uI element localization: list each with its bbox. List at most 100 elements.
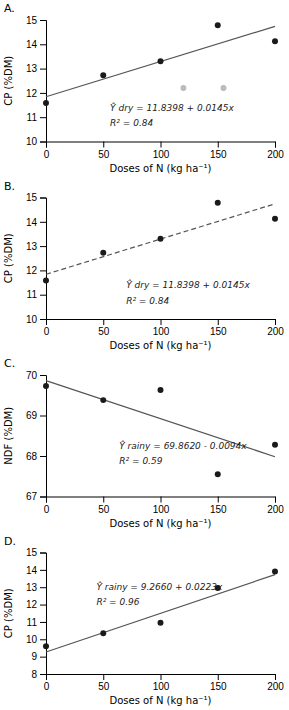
tick: 14 <box>26 565 46 576</box>
tick-mark <box>161 142 162 148</box>
tick-label: 14 <box>26 565 38 576</box>
point <box>158 620 164 626</box>
tick-label: 13 <box>26 241 38 252</box>
tick: 11 <box>27 112 46 123</box>
tick-label: 12 <box>26 88 38 99</box>
point <box>272 442 278 448</box>
point <box>43 278 49 284</box>
tick: 14 <box>26 217 46 228</box>
tick-mark <box>40 553 46 554</box>
point <box>220 85 226 91</box>
tick-mark <box>161 674 162 680</box>
tick: 100 <box>153 142 170 160</box>
tick-label: 200 <box>267 504 284 515</box>
y-axis-title: NDF (%DM) <box>3 407 14 465</box>
panel: 050100150200101112131415Ŷ dry = 11.8398 … <box>3 2 284 174</box>
tick-label: 50 <box>98 149 110 160</box>
x-axis-title: Doses of N (kg ha⁻¹) <box>110 695 212 706</box>
tick-mark <box>275 319 276 325</box>
tick: 68 <box>26 451 46 462</box>
fit-line <box>46 575 275 652</box>
plot-area <box>43 200 278 284</box>
x-axis: 050100150200 <box>44 142 285 160</box>
y-axis-title: CP (%DM) <box>3 588 14 638</box>
point <box>100 250 106 256</box>
point <box>215 471 221 477</box>
tick: 9 <box>31 651 46 662</box>
tick-label: 14 <box>26 39 38 50</box>
annotation: R² = 0.96 <box>96 597 139 607</box>
tick: 200 <box>267 142 284 160</box>
tick-label: 9 <box>31 651 37 662</box>
tick-mark <box>40 456 46 457</box>
panel: 050100150200101112131415Ŷ dry = 11.8398 … <box>3 180 284 352</box>
tick: 12 <box>26 265 46 276</box>
x-axis: 0 50 100 150 200 <box>44 674 285 692</box>
tick: 200 <box>267 674 284 692</box>
tick-label: 50 <box>98 681 110 692</box>
annotation: R² = 0.59 <box>119 456 162 466</box>
tick-label: 0 <box>44 681 50 692</box>
y-axis-title: CP (%DM) <box>3 56 14 106</box>
tick: 15 <box>26 15 46 26</box>
tick-mark <box>40 222 46 223</box>
tick-mark <box>40 246 46 247</box>
tick-mark <box>275 674 276 680</box>
tick: 200 <box>267 319 284 337</box>
annotation: R² = 0.84 <box>126 296 169 306</box>
fit-line <box>46 26 275 96</box>
tick-label: 15 <box>26 547 38 558</box>
tick-mark <box>161 319 162 325</box>
tick-label: 200 <box>267 149 284 160</box>
tick: 0 <box>44 319 50 337</box>
y-axis: 67 68 69 70 <box>26 370 47 503</box>
tick-mark <box>161 497 162 503</box>
tick: 70 <box>26 370 46 381</box>
point <box>272 38 278 44</box>
x-axis-title: Doses of N (kg ha⁻¹) <box>110 163 212 174</box>
point <box>158 58 164 64</box>
axis-line <box>40 376 47 498</box>
tick: 50 <box>98 674 110 692</box>
tick: 10 <box>26 314 46 325</box>
tick-label: 100 <box>153 681 170 692</box>
tick-mark <box>40 622 46 623</box>
point <box>43 100 49 106</box>
tick: 12 <box>26 88 46 99</box>
tick-mark <box>40 587 46 588</box>
tick: 150 <box>210 142 227 160</box>
plot-area <box>43 381 278 478</box>
tick-label: 150 <box>210 681 227 692</box>
tick: 150 <box>210 674 227 692</box>
y-axis-title: CP (%DM) <box>3 233 14 283</box>
tick: 67 <box>26 491 46 502</box>
tick-label: 12 <box>26 599 38 610</box>
tick-label: 8 <box>31 669 37 680</box>
axis-line <box>40 198 47 320</box>
tick-mark <box>218 142 219 148</box>
tick: 50 <box>98 142 110 160</box>
tick: 100 <box>153 497 170 515</box>
tick: 100 <box>153 319 170 337</box>
panel: 05010015020089101112131415Ŷ rainy = 9.26… <box>3 535 284 707</box>
tick-label: 11 <box>27 617 38 628</box>
fit-line <box>46 381 275 457</box>
tick-label: 13 <box>26 582 38 593</box>
axis-line <box>47 675 276 681</box>
tick-mark <box>40 44 46 45</box>
tick-mark <box>275 142 276 148</box>
tick-mark <box>275 497 276 503</box>
point <box>43 643 49 649</box>
axis-line <box>47 320 276 326</box>
axis-line <box>47 497 276 503</box>
tick-label: 11 <box>27 112 38 123</box>
point <box>272 569 278 575</box>
tick: 150 <box>210 319 227 337</box>
tick-label: 68 <box>26 451 38 462</box>
tick-mark <box>40 375 46 376</box>
y-axis: 101112131415 <box>26 15 47 148</box>
point <box>43 383 49 389</box>
point <box>100 72 106 78</box>
tick-label: 69 <box>26 410 38 421</box>
tick-label: 12 <box>26 265 38 276</box>
